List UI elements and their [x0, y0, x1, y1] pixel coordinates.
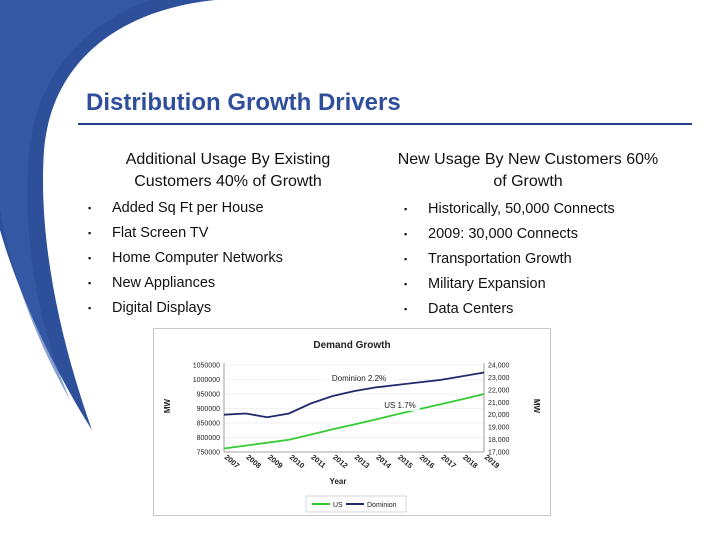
y-tick-label-left: 750000 [197, 450, 220, 457]
annotation-label: US 1.7% [384, 401, 416, 410]
y-tick-label-left: 850000 [197, 421, 220, 428]
x-tick-label: 2010 [288, 453, 307, 471]
list-item: ▪ Transportation Growth [404, 249, 615, 274]
y-tick-label-right: 21,000 [488, 400, 510, 407]
bullet-icon: ▪ [88, 253, 92, 263]
y-tick-label-right: 19,000 [488, 425, 510, 432]
right-column-heading: New Usage By New Customers 60% of Growth [397, 151, 659, 190]
y-tick-label-left: 800000 [197, 435, 220, 442]
bullet-text: Digital Displays [112, 300, 212, 316]
bullet-icon: ▪ [404, 304, 408, 314]
x-tick-label: 2017 [439, 453, 458, 471]
list-item: ▪ Added Sq Ft per House [88, 198, 283, 223]
y-tick-label-left: 950000 [197, 392, 220, 399]
legend: US Dominion [305, 495, 407, 513]
x-tick-label: 2018 [461, 453, 480, 471]
demand-growth-chart: Demand Growth 1050000 1000000 950000 900000… [153, 328, 551, 516]
y-tick-label-right: 18,000 [488, 437, 510, 444]
bullet-text: Data Centers [428, 301, 514, 317]
bullet-text: Military Expansion [428, 276, 546, 292]
bullet-text: Home Computer Networks [112, 250, 283, 266]
bullet-text: Added Sq Ft per House [112, 200, 264, 216]
y-tick-label-left: 1050000 [193, 363, 220, 370]
annotation-bg [380, 400, 420, 411]
x-axis-label: Year [330, 477, 347, 486]
title-divider [78, 123, 692, 125]
bullet-icon: ▪ [404, 254, 408, 264]
chart-canvas: Demand Growth 1050000 1000000 950000 900000… [163, 340, 541, 513]
bullet-text: New Appliances [112, 275, 216, 291]
bullet-icon: ▪ [404, 204, 408, 214]
list-item: ▪ Home Computer Networks [88, 248, 283, 273]
page-title: Distribution Growth Drivers [86, 89, 401, 116]
legend-label-us: US [333, 502, 343, 509]
x-tick-label: 2011 [309, 453, 327, 470]
list-item: ▪ Military Expansion [404, 274, 615, 299]
x-tick-label: 2016 [418, 453, 437, 471]
left-column-heading: Additional Usage By Existing Customers 4… [125, 151, 331, 190]
list-item: ▪ New Appliances [88, 273, 283, 298]
bullet-text: Historically, 50,000 Connects [428, 201, 615, 217]
right-bullet-list: ▪ Historically, 50,000 Connects ▪ 2009: 30… [404, 199, 615, 324]
bullet-text: 2009: 30,000 Connects [428, 226, 578, 242]
plot-area: 1050000 1000000 950000 900000 850000 800000 75… [193, 363, 510, 471]
x-tick-label: 2013 [353, 453, 372, 471]
bullet-text: Flat Screen TV [112, 225, 209, 241]
y-tick-label-right: 20,000 [488, 412, 510, 419]
legend-label-dominion: Dominion [367, 502, 397, 509]
annotation-label: Dominion 2.2% [332, 374, 386, 383]
bullet-icon: ▪ [88, 203, 92, 213]
bullet-icon: ▪ [404, 279, 408, 289]
bullet-icon: ▪ [88, 278, 92, 288]
y-axis-label-left: MW [163, 398, 172, 413]
left-bullet-list: ▪ Added Sq Ft per House ▪ Flat Screen TV ▪… [88, 198, 283, 323]
x-tick-label: 2014 [374, 453, 393, 471]
x-tick-label: 2008 [244, 453, 263, 471]
annotation-bg [324, 373, 394, 384]
y-tick-label-right: 24,000 [488, 363, 510, 370]
list-item: ▪ Data Centers [404, 299, 615, 324]
list-item: ▪ 2009: 30,000 Connects [404, 224, 615, 249]
y-tick-label-left: 1000000 [193, 377, 220, 384]
x-tick-label: 2009 [266, 453, 285, 471]
series-line-us [223, 393, 485, 450]
y-tick-label-left: 900000 [197, 406, 220, 413]
y-tick-label-right: 17,000 [488, 450, 510, 457]
bullet-icon: ▪ [404, 229, 408, 239]
x-tick-label: 2012 [331, 453, 350, 471]
bullet-icon: ▪ [88, 303, 92, 313]
bullet-text: Transportation Growth [428, 251, 572, 267]
list-item: ▪ Digital Displays [88, 298, 283, 323]
series-line-dominion [223, 371, 485, 419]
y-tick-label-right: 23,000 [488, 375, 510, 382]
list-item: ▪ Flat Screen TV [88, 223, 283, 248]
y-tick-label-right: 22,000 [488, 387, 510, 394]
chart-title: Demand Growth [313, 340, 390, 351]
y-axis-label-right: MW [532, 399, 541, 414]
x-tick-label: 2015 [396, 453, 415, 471]
bullet-icon: ▪ [88, 228, 92, 238]
list-item: ▪ Historically, 50,000 Connects [404, 199, 615, 224]
x-tick-label: 2007 [223, 453, 242, 471]
